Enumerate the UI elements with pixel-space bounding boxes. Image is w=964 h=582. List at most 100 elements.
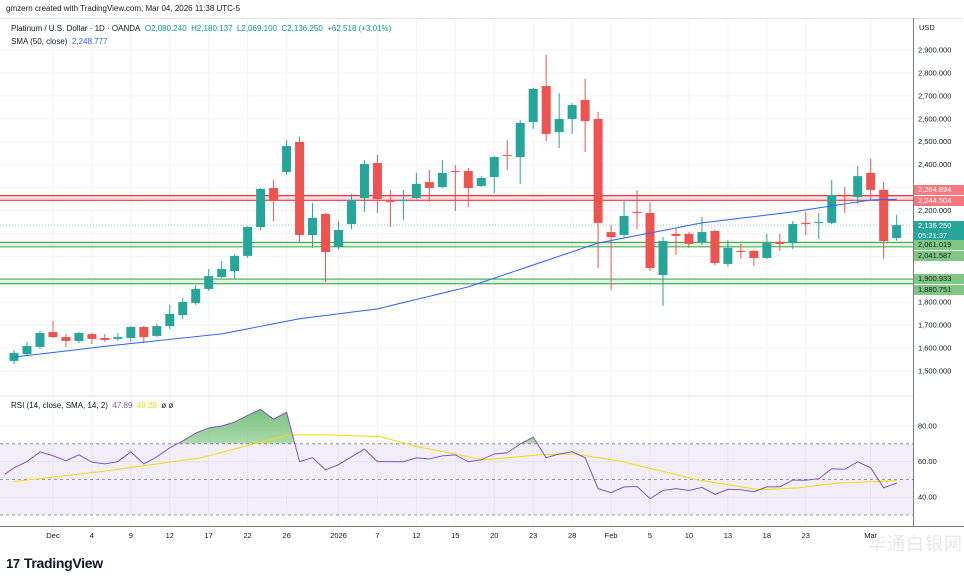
currency-label[interactable]: USD xyxy=(919,23,935,32)
candle-down xyxy=(87,334,97,339)
candle-up xyxy=(74,332,84,341)
price-tick-label: 2,700.000 xyxy=(918,91,951,100)
candle-up xyxy=(658,241,668,275)
candle-down xyxy=(502,155,512,157)
ohlc-high: H2,180.137 xyxy=(191,24,233,33)
candle-up xyxy=(411,183,421,199)
candle-up xyxy=(165,313,175,327)
time-tick-label: 5 xyxy=(648,531,652,540)
candle-down xyxy=(450,171,460,173)
price-tick-label: 2,600.000 xyxy=(918,114,951,123)
candle-up xyxy=(191,288,201,303)
price-tick-label: 1,700.000 xyxy=(918,321,951,330)
candle-up xyxy=(619,216,629,236)
candles xyxy=(9,55,902,364)
candle-up xyxy=(528,88,538,123)
time-tick-label: 15 xyxy=(451,531,459,540)
candle-down xyxy=(632,211,642,214)
candle-up xyxy=(282,146,292,172)
candle-up xyxy=(308,217,318,236)
price-tag-resistance: 2,264.894 xyxy=(914,185,964,195)
candle-down xyxy=(593,119,603,223)
support-upper-band xyxy=(0,242,913,247)
candle-up xyxy=(762,243,772,258)
candle-up xyxy=(853,176,863,197)
price-tag-last: 2,136.250 05:21:37 xyxy=(914,221,964,241)
credit-text: gmzern created with TradingView.com, Mar… xyxy=(6,4,241,13)
tradingview-logo[interactable]: 17 TradingView xyxy=(6,555,103,571)
support-lower-band xyxy=(0,279,913,284)
candle-up xyxy=(334,230,343,247)
time-tick-label: 26 xyxy=(282,531,290,540)
rsi-legend[interactable]: RSI (14, close, SMA, 14, 2) 47.89 49.28 … xyxy=(11,401,173,410)
candle-down xyxy=(424,182,434,189)
candle-up xyxy=(204,276,214,289)
time-tick-label: 4 xyxy=(90,531,94,540)
ohlc-change: +62.518 (+3.01%) xyxy=(327,24,392,33)
ohlc-close: C2,136.250 xyxy=(281,24,323,33)
brand-name: TradingView xyxy=(23,555,103,571)
symbol-name[interactable]: Platinum / U.S. Dollar · 1D · OANDA xyxy=(11,24,141,33)
time-tick-label: 20 xyxy=(490,531,498,540)
rsi-sma-line xyxy=(13,434,897,491)
candle-down xyxy=(840,199,850,202)
price-tick-label: 2,400.000 xyxy=(918,160,951,169)
price-tag-plain: 2,200.000 xyxy=(914,206,964,216)
price-tag-support: 1,900.933 xyxy=(914,274,964,284)
candle-up xyxy=(243,227,253,256)
ohlc-low: L2,069.100 xyxy=(236,24,277,33)
candle-down xyxy=(61,337,71,341)
price-tick-label: 1,800.000 xyxy=(918,298,951,307)
rsi-label: RSI (14, close, SMA, 14, 2) xyxy=(11,401,108,410)
price-tick-label: 1,600.000 xyxy=(918,344,951,353)
price-tick-label: 1,500.000 xyxy=(918,367,951,376)
price-tick-label: 2,500.000 xyxy=(918,137,951,146)
candle-down xyxy=(645,213,655,269)
price-legend: Platinum / U.S. Dollar · 1D · OANDA O2,0… xyxy=(11,22,391,48)
watermark: 华通白银网 xyxy=(868,534,963,554)
price-tick-label: 2,900.000 xyxy=(918,46,951,55)
candle-down xyxy=(801,222,811,225)
rsi-line xyxy=(4,408,897,500)
candle-down xyxy=(295,141,305,236)
time-tick-label: 23 xyxy=(802,531,810,540)
time-tick-label: 7 xyxy=(375,531,379,540)
candle-down xyxy=(606,232,616,238)
rsi-tick-label: 40.00 xyxy=(918,493,937,502)
candle-up xyxy=(398,199,408,202)
rsi-tick-label: 80.00 xyxy=(918,422,937,431)
candle-up xyxy=(113,337,123,339)
candle-down xyxy=(775,241,785,244)
candle-up xyxy=(152,326,162,336)
time-tick-label: 2026 xyxy=(330,531,347,540)
candle-up xyxy=(178,302,188,316)
time-tick-label: Feb xyxy=(605,531,618,540)
candle-up xyxy=(256,188,266,228)
resistance-band xyxy=(0,195,913,201)
time-tick-label: 22 xyxy=(243,531,251,540)
countdown-label: 05:21:37 xyxy=(918,231,948,240)
time-tick-label: 10 xyxy=(685,531,693,540)
sma-series xyxy=(13,198,897,358)
candle-up xyxy=(437,172,447,188)
sma-line xyxy=(13,198,897,358)
candle-up xyxy=(723,247,733,264)
price-tag-support: 2,061.019 xyxy=(914,240,964,250)
price-tag-support: 1,880.751 xyxy=(914,285,964,295)
candle-up xyxy=(217,268,227,278)
candle-down xyxy=(139,326,149,338)
candle-up xyxy=(230,255,240,272)
ohlc-open: O2,080.240 xyxy=(144,24,187,33)
symbol-row: Platinum / U.S. Dollar · 1D · OANDA O2,0… xyxy=(11,22,391,35)
sma-row[interactable]: SMA (50, close) 2,248.777 xyxy=(11,35,391,48)
sma-value: 2,248.777 xyxy=(71,37,108,46)
time-tick-label: 23 xyxy=(529,531,537,540)
time-tick-label: Dec xyxy=(46,531,60,540)
candle-up xyxy=(567,105,577,120)
candle-up xyxy=(788,224,798,244)
time-tick-label: 9 xyxy=(129,531,133,540)
horizontal-levels xyxy=(0,195,913,285)
time-tick-label: 13 xyxy=(724,531,732,540)
candle-down xyxy=(684,233,694,244)
